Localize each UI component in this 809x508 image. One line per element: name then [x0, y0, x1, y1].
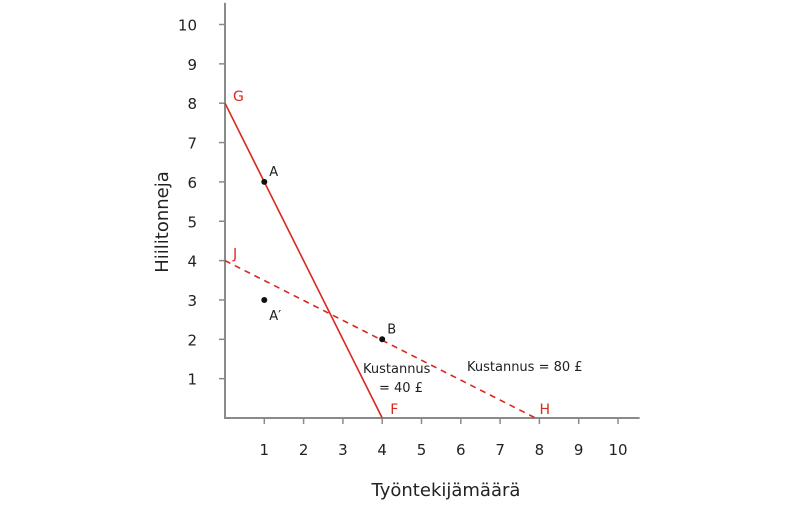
dashed-line — [224, 259, 536, 419]
cost-annotation: Kustannus = 80 £ — [467, 360, 583, 375]
point-A′ — [261, 296, 268, 303]
point-label: B — [387, 322, 396, 337]
point-label: A — [269, 165, 278, 180]
line-start-label: G — [233, 89, 244, 105]
y-tick-label: 2 — [187, 331, 197, 349]
x-tick-label: 2 — [299, 441, 309, 459]
x-tick-label: 1 — [260, 441, 270, 459]
solid-line — [224, 102, 383, 419]
y-tick-label: 6 — [187, 174, 197, 192]
y-tick-label: 10 — [178, 17, 197, 35]
points: A A′ B — [261, 165, 396, 343]
x-axis-title: Työntekijämäärä — [371, 480, 521, 501]
axes: 1 2 3 4 5 6 7 8 9 10 1 2 3 4 5 6 7 8 9 10 — [178, 2, 640, 459]
point-B — [379, 336, 386, 343]
y-tick-label: 9 — [187, 56, 197, 74]
x-tick-label: 4 — [377, 441, 387, 459]
x-tick-label: 9 — [574, 441, 584, 459]
x-tick-label: 3 — [338, 441, 348, 459]
line-end-label: F — [390, 402, 398, 418]
y-tick-label: 5 — [187, 213, 197, 231]
line-start-label: J — [232, 247, 237, 263]
y-tick-label: 8 — [187, 95, 197, 113]
x-tick-label: 7 — [495, 441, 505, 459]
cost-annotation: Kustannus — [363, 362, 431, 377]
point-A — [261, 178, 268, 185]
x-tick-label: 6 — [456, 441, 466, 459]
y-tick-label: 7 — [187, 135, 197, 153]
x-tick-label: 5 — [417, 441, 427, 459]
point-label: A′ — [269, 309, 281, 324]
y-tick-label: 4 — [187, 253, 197, 271]
x-tick-label: 8 — [535, 441, 545, 459]
cost-annotation: = 40 £ — [379, 381, 423, 396]
y-tick-label: 1 — [187, 371, 197, 389]
y-axis-title: Hiilitonneja — [152, 171, 173, 273]
y-tick-label: 3 — [187, 292, 197, 310]
lines: G F J H Kustannus = 40 £ Kustannus = 80 £ — [224, 89, 583, 419]
x-tick-label: 10 — [608, 441, 627, 459]
line-end-label: H — [539, 402, 550, 418]
